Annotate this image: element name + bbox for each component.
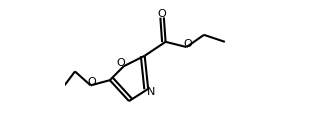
Text: O: O [116,58,125,68]
Text: N: N [147,87,155,97]
Text: O: O [183,39,192,49]
Text: O: O [87,77,96,87]
Text: O: O [158,9,167,19]
